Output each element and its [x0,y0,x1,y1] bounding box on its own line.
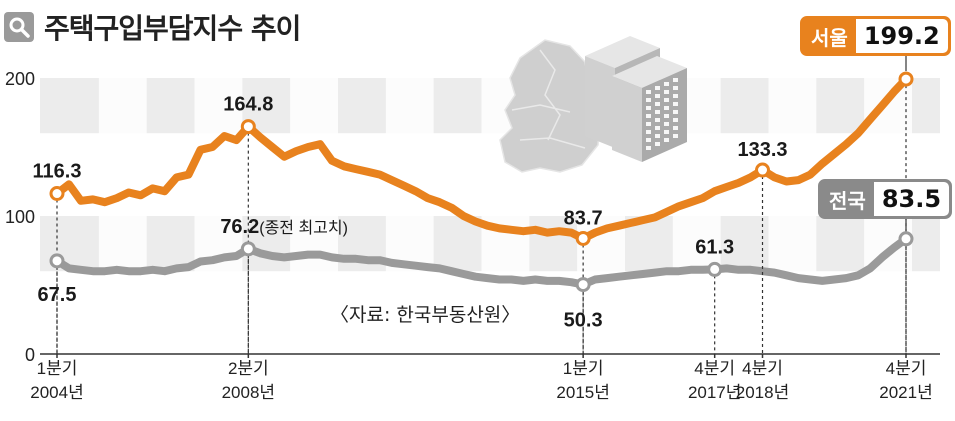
building-window [655,142,660,146]
building-window [646,130,651,134]
building-window [673,86,678,90]
national-badge-label: 전국 [821,182,874,216]
building-window [646,122,651,126]
grid-column [385,58,434,354]
building-window [655,110,660,114]
seoul-data-label: 83.7 [564,207,603,229]
building-window [664,98,669,102]
seoul-end-badge: 서울 199.2 [800,16,951,56]
seoul-marker [755,162,771,178]
building-window [664,106,669,110]
source-note: 〈자료: 한국부동산원〉 [330,304,521,326]
x-tick-year: 2018년 [736,383,789,402]
x-axis: 1분기2004년2분기2008년1분기2015년4분기2017년4분기2018년… [30,353,940,402]
building-window [664,90,669,94]
chart-title: 주택구입부담지수 추이 [44,12,301,45]
title-bar: 주택구입부담지수 추이 [4,6,301,48]
building-window [646,98,651,102]
building-window [673,78,678,82]
building-window [673,102,678,106]
x-tick-quarter: 2분기 [228,359,269,378]
building-window [673,134,678,138]
building-window [646,106,651,110]
seoul-data-label: 116.3 [33,161,82,183]
building-window [646,146,651,150]
x-tick-year: 2015년 [556,383,609,402]
x-tick-year: 2017년 [688,383,741,402]
national-data-label: 67.5 [38,284,77,306]
y-tick-label: 100 [5,207,35,227]
national-data-label: 61.3 [695,236,734,258]
x-tick-year: 2008년 [222,383,275,402]
building-window [655,86,660,90]
building-window [673,118,678,122]
seoul-data-label: 164.8 [223,94,273,116]
national-marker [240,241,256,257]
national-series-line [53,234,910,289]
building-window [655,126,660,130]
national-marker [49,253,65,269]
building-window [646,90,651,94]
national-end-badge: 전국 83.5 [818,179,953,219]
building-window [655,94,660,98]
seoul-marker [898,71,914,87]
x-tick-quarter: 4분기 [694,359,735,378]
building-window [655,118,660,122]
data-labels: 116.3 164.8 83.7 133.3 67.5 76.2(종전 최고치) 50.3 6… [33,94,788,332]
seoul-badge-label: 서울 [803,19,856,53]
building-window [664,130,669,134]
seoul-marker [49,186,65,202]
building-window [673,126,678,130]
building-window [664,114,669,118]
national-marker [575,277,591,293]
apartment-building-illustration [585,36,687,162]
y-tick-label: 0 [25,345,35,365]
seoul-marker [240,119,256,135]
national-data-label: 76.2(종전 최고치) [220,216,348,238]
seoul-marker [575,230,591,246]
building-window [646,138,651,142]
national-badge-value: 83.5 [873,182,950,216]
x-tick-quarter: 4분기 [886,359,927,378]
building-window [664,122,669,126]
x-tick-year: 2021년 [879,383,932,402]
x-tick-quarter: 1분기 [563,359,604,378]
building-window [655,134,660,138]
grid-column [194,58,243,354]
seoul-badge-value: 199.2 [855,19,948,53]
y-axis: 0 100 200 [5,69,35,365]
x-tick-year: 2004년 [30,383,83,402]
grid-column [290,58,339,354]
building-window [646,114,651,118]
korea-map-illustration [499,39,601,173]
building-window [673,94,678,98]
building-window [664,138,669,142]
national-data-label: 50.3 [564,310,603,332]
x-tick-quarter: 4분기 [742,359,783,378]
grid-column [768,58,817,354]
search-icon [4,12,34,42]
building-window [655,102,660,106]
seoul-data-label: 133.3 [737,139,787,161]
national-marker [898,231,914,247]
x-tick-quarter: 1분기 [37,359,78,378]
national-marker [707,261,723,277]
building-window [673,110,678,114]
y-tick-label: 200 [5,69,35,89]
markers [49,52,914,354]
building-window [664,82,669,86]
grid-column [98,58,147,354]
